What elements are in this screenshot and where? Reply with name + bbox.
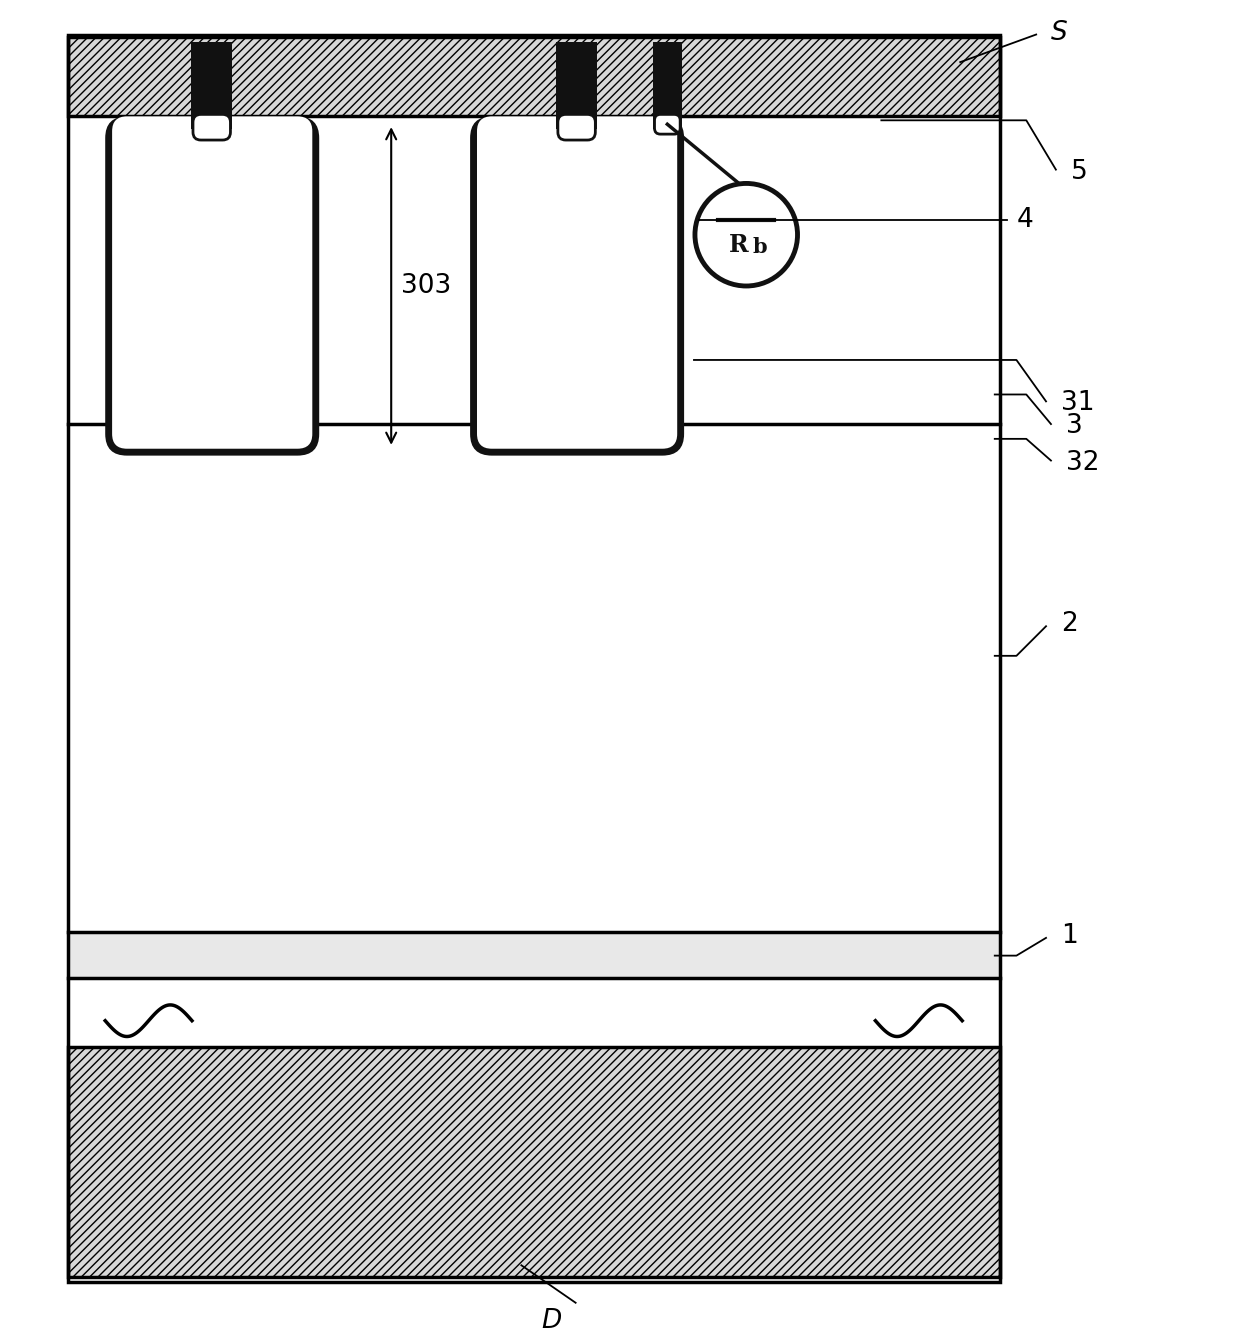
Bar [68,35,999,1283]
Bar [68,37,999,116]
FancyBboxPatch shape [112,116,312,449]
Text: 2: 2 [1061,611,1078,637]
Text: 4: 4 [1017,206,1033,233]
Bar [68,424,999,932]
Bar [652,43,682,129]
FancyBboxPatch shape [655,115,681,135]
FancyBboxPatch shape [558,115,595,140]
Bar [68,37,999,116]
FancyBboxPatch shape [193,115,231,140]
Text: R: R [729,233,748,257]
Text: b: b [753,237,768,257]
Text: D: D [541,1308,560,1332]
Bar [68,116,999,424]
Circle shape [694,184,797,286]
Bar [68,978,999,1047]
Bar [68,1047,999,1277]
Text: 32: 32 [1065,449,1099,476]
Text: 31: 31 [1061,390,1095,417]
FancyBboxPatch shape [477,116,677,449]
Bar [68,932,999,978]
Text: 3: 3 [1065,413,1083,440]
FancyBboxPatch shape [470,116,684,456]
Text: 5: 5 [1070,159,1087,185]
FancyBboxPatch shape [105,116,319,456]
Bar [68,1047,999,1277]
Text: 303: 303 [401,273,451,298]
Text: 1: 1 [1061,923,1078,948]
Bar [556,43,598,129]
Bar [191,43,232,129]
Text: S: S [1052,20,1068,45]
